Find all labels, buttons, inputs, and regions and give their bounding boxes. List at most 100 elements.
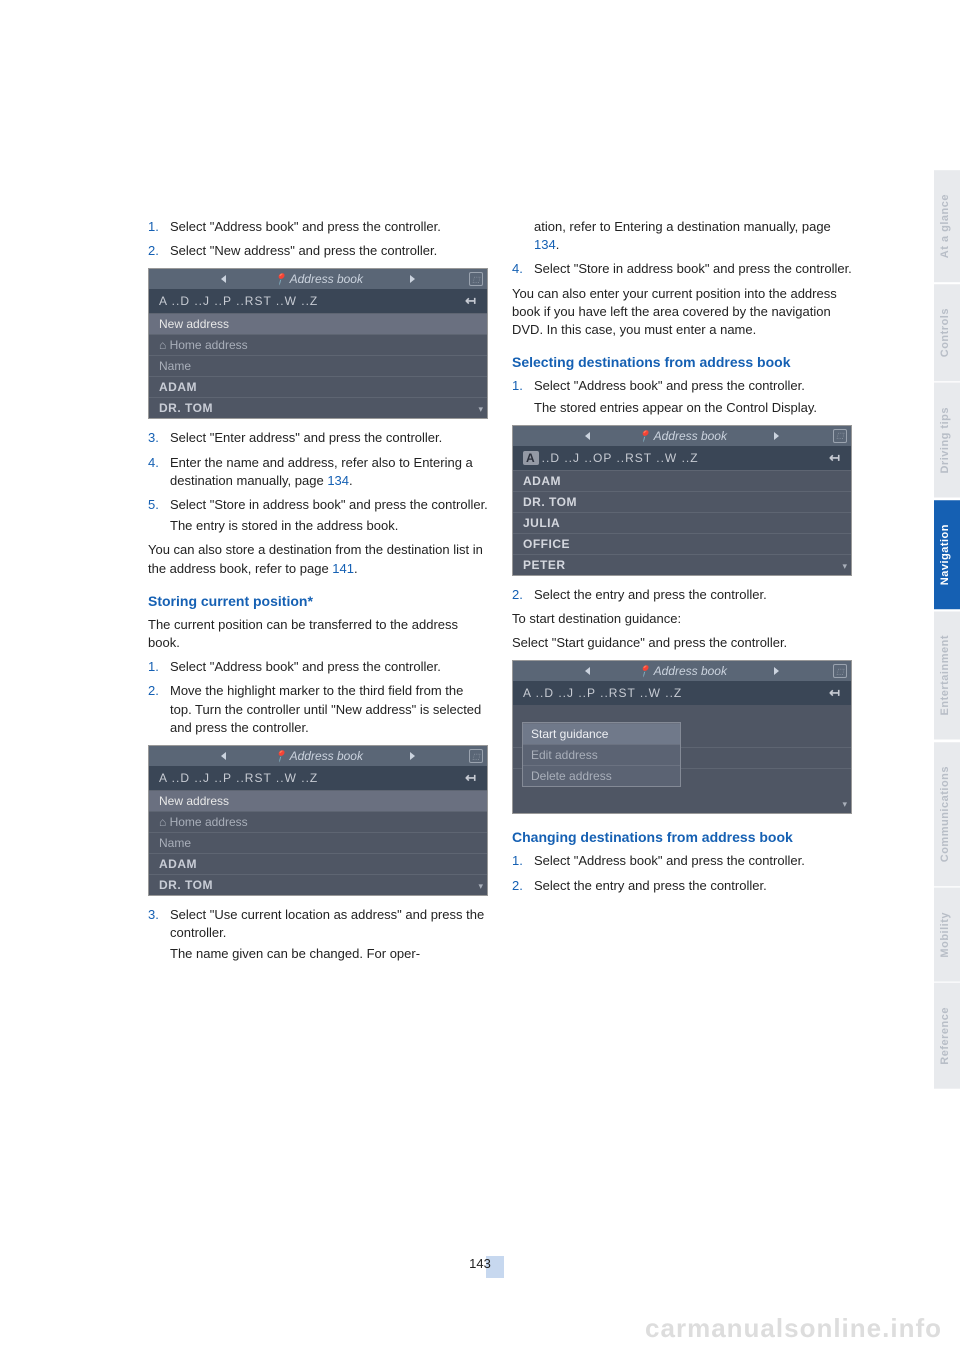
step-text: Enter the name and address, refer also t…	[170, 454, 488, 490]
text-segment: Select "Store in address book" and press…	[170, 497, 488, 512]
body-text: You can also enter your current position…	[512, 285, 852, 340]
tab-at-a-glance[interactable]: At a glance	[934, 170, 960, 282]
back-arrow-icon: ↤	[465, 293, 477, 309]
ordered-list: 1.Select "Address book" and press the co…	[148, 658, 488, 737]
list-item: 3.Select "Use current location as addres…	[148, 906, 488, 964]
home-icon: ⌂	[159, 815, 166, 829]
shot-row-text: Home address	[170, 338, 248, 352]
corner-icon: ⬚	[833, 664, 847, 678]
step-number: 3.	[148, 429, 170, 447]
step-number: 3.	[148, 906, 170, 964]
ordered-list: 4.Select "Store in address book" and pre…	[512, 260, 852, 278]
list-item: 2.Select the entry and press the control…	[512, 586, 852, 604]
shot-row: DR. TOM	[513, 491, 851, 512]
body-text: You can also store a destination from th…	[148, 541, 488, 577]
shot-row: PETER	[513, 554, 851, 575]
step-text: Select "Address book" and press the cont…	[534, 377, 852, 416]
tab-mobility[interactable]: Mobility	[934, 888, 960, 982]
shot-row: ⌂ Home address	[149, 811, 487, 832]
ordered-list: 1.Select "Address book" and press the co…	[512, 377, 852, 416]
shot-body: ADAM DR. TOM JULIA OFFICE PETER ▾	[513, 470, 851, 575]
step-number: 2.	[512, 586, 534, 604]
shot-row-text: Home address	[170, 815, 248, 829]
shot-title: Address book	[654, 429, 727, 443]
shot-letterbar: A ..D ..J ..P ..RST ..W ..Z↤	[149, 766, 487, 790]
text-segment: .	[354, 561, 358, 576]
side-tabs: At a glance Controls Driving tips Naviga…	[934, 170, 960, 1091]
step-text: Select "Store in address book" and press…	[534, 260, 852, 278]
tab-communications[interactable]: Communications	[934, 742, 960, 886]
tab-reference[interactable]: Reference	[934, 983, 960, 1089]
step-text: Move the highlight marker to the third f…	[170, 682, 488, 737]
pin-icon: 📍	[273, 751, 287, 763]
step-number: 2.	[148, 242, 170, 260]
scroll-down-icon: ▾	[842, 799, 847, 810]
page-link[interactable]: 134	[534, 237, 556, 252]
scroll-down-icon: ▾	[478, 881, 483, 892]
pin-icon: 📍	[637, 431, 651, 443]
subheading-storing-position: Storing current position*	[148, 592, 488, 610]
shot-body: New address ⌂ Home address Name ADAM DR.…	[149, 313, 487, 418]
popup-menu: Start guidance Edit address Delete addre…	[522, 722, 681, 787]
shot-row: ADAM	[513, 470, 851, 491]
step-number: 4.	[148, 454, 170, 490]
pin-icon: 📍	[637, 666, 651, 678]
popup-item: Start guidance	[523, 723, 680, 744]
shot-header: 📍 Address book ⬚	[149, 269, 487, 289]
tab-driving-tips[interactable]: Driving tips	[934, 383, 960, 498]
shot-title: Address book	[290, 272, 363, 286]
text-segment: .	[556, 237, 560, 252]
ordered-list: 1.Select "Address book" and press the co…	[512, 852, 852, 894]
step-number: 1.	[512, 852, 534, 870]
list-item: 4.Select "Store in address book" and pre…	[512, 260, 852, 278]
step-text: Select "New address" and press the contr…	[170, 242, 488, 260]
screenshot-address-book-popup: 📍 Address book⬚ A ..D ..J ..P ..RST ..W …	[512, 660, 852, 814]
step-number: 5.	[148, 496, 170, 535]
step-number: 2.	[148, 682, 170, 737]
continuation-text: ation, refer to Entering a destination m…	[534, 218, 852, 254]
shot-row: Name	[149, 355, 487, 376]
page-link[interactable]: 141	[332, 561, 354, 576]
screenshot-address-book-new: 📍 Address book ⬚ A ..D ..J ..P ..RST ..W …	[148, 268, 488, 419]
step-number: 2.	[512, 877, 534, 895]
page-number: 143	[461, 1253, 499, 1274]
step-subtext: The name given can be changed. For oper-	[170, 945, 488, 963]
letter-highlight: A	[523, 451, 539, 465]
step-text: Select "Address book" and press the cont…	[534, 852, 852, 870]
shot-letterbar: A..D ..J ..OP ..RST ..W ..Z↤	[513, 446, 851, 470]
shot-row: New address	[149, 790, 487, 811]
screenshot-address-book-new2: 📍 Address book⬚ A ..D ..J ..P ..RST ..W …	[148, 745, 488, 896]
list-item: 3.Select "Enter address" and press the c…	[148, 429, 488, 447]
ordered-list: 3.Select "Use current location as addres…	[148, 906, 488, 964]
popup-item: Edit address	[523, 744, 680, 765]
shot-row: New address	[149, 313, 487, 334]
text-segment: Enter the name and address, refer also t…	[170, 455, 473, 488]
step-subtext: The entry is stored in the address book.	[170, 517, 488, 535]
body-text: To start destination guidance:	[512, 610, 852, 628]
ordered-list: 2.Select the entry and press the control…	[512, 586, 852, 604]
corner-icon: ⬚	[469, 272, 483, 286]
tab-entertainment[interactable]: Entertainment	[934, 611, 960, 739]
watermark: carmanualsonline.info	[645, 1313, 942, 1344]
body-text: Select "Start guidance" and press the co…	[512, 634, 852, 652]
text-segment: ation, refer to Entering a destination m…	[534, 219, 831, 234]
step-number: 1.	[512, 377, 534, 416]
list-item: 4.Enter the name and address, refer also…	[148, 454, 488, 490]
page-link[interactable]: 134	[327, 473, 349, 488]
step-text: Select "Address book" and press the cont…	[170, 218, 488, 236]
ordered-list: 1.Select "Address book" and press the co…	[148, 218, 488, 260]
tab-navigation[interactable]: Navigation	[934, 500, 960, 609]
shot-body: New address ⌂ Home address Name ADAM DR.…	[149, 790, 487, 895]
back-arrow-icon: ↤	[829, 450, 841, 466]
letterbar-text: A ..D ..J ..P ..RST ..W ..Z	[159, 294, 318, 308]
pin-icon: 📍	[273, 274, 287, 286]
shot-header: 📍 Address book⬚	[513, 661, 851, 681]
tab-controls[interactable]: Controls	[934, 284, 960, 381]
shot-row: ⌂ Home address	[149, 334, 487, 355]
text-segment: Select "Use current location as address"…	[170, 907, 484, 940]
right-column: ation, refer to Entering a destination m…	[512, 218, 852, 970]
subheading-changing: Changing destinations from address book	[512, 828, 852, 846]
shot-row: JULIA	[513, 512, 851, 533]
list-item: 1.Select "Address book" and press the co…	[512, 852, 852, 870]
text-segment: .	[349, 473, 353, 488]
